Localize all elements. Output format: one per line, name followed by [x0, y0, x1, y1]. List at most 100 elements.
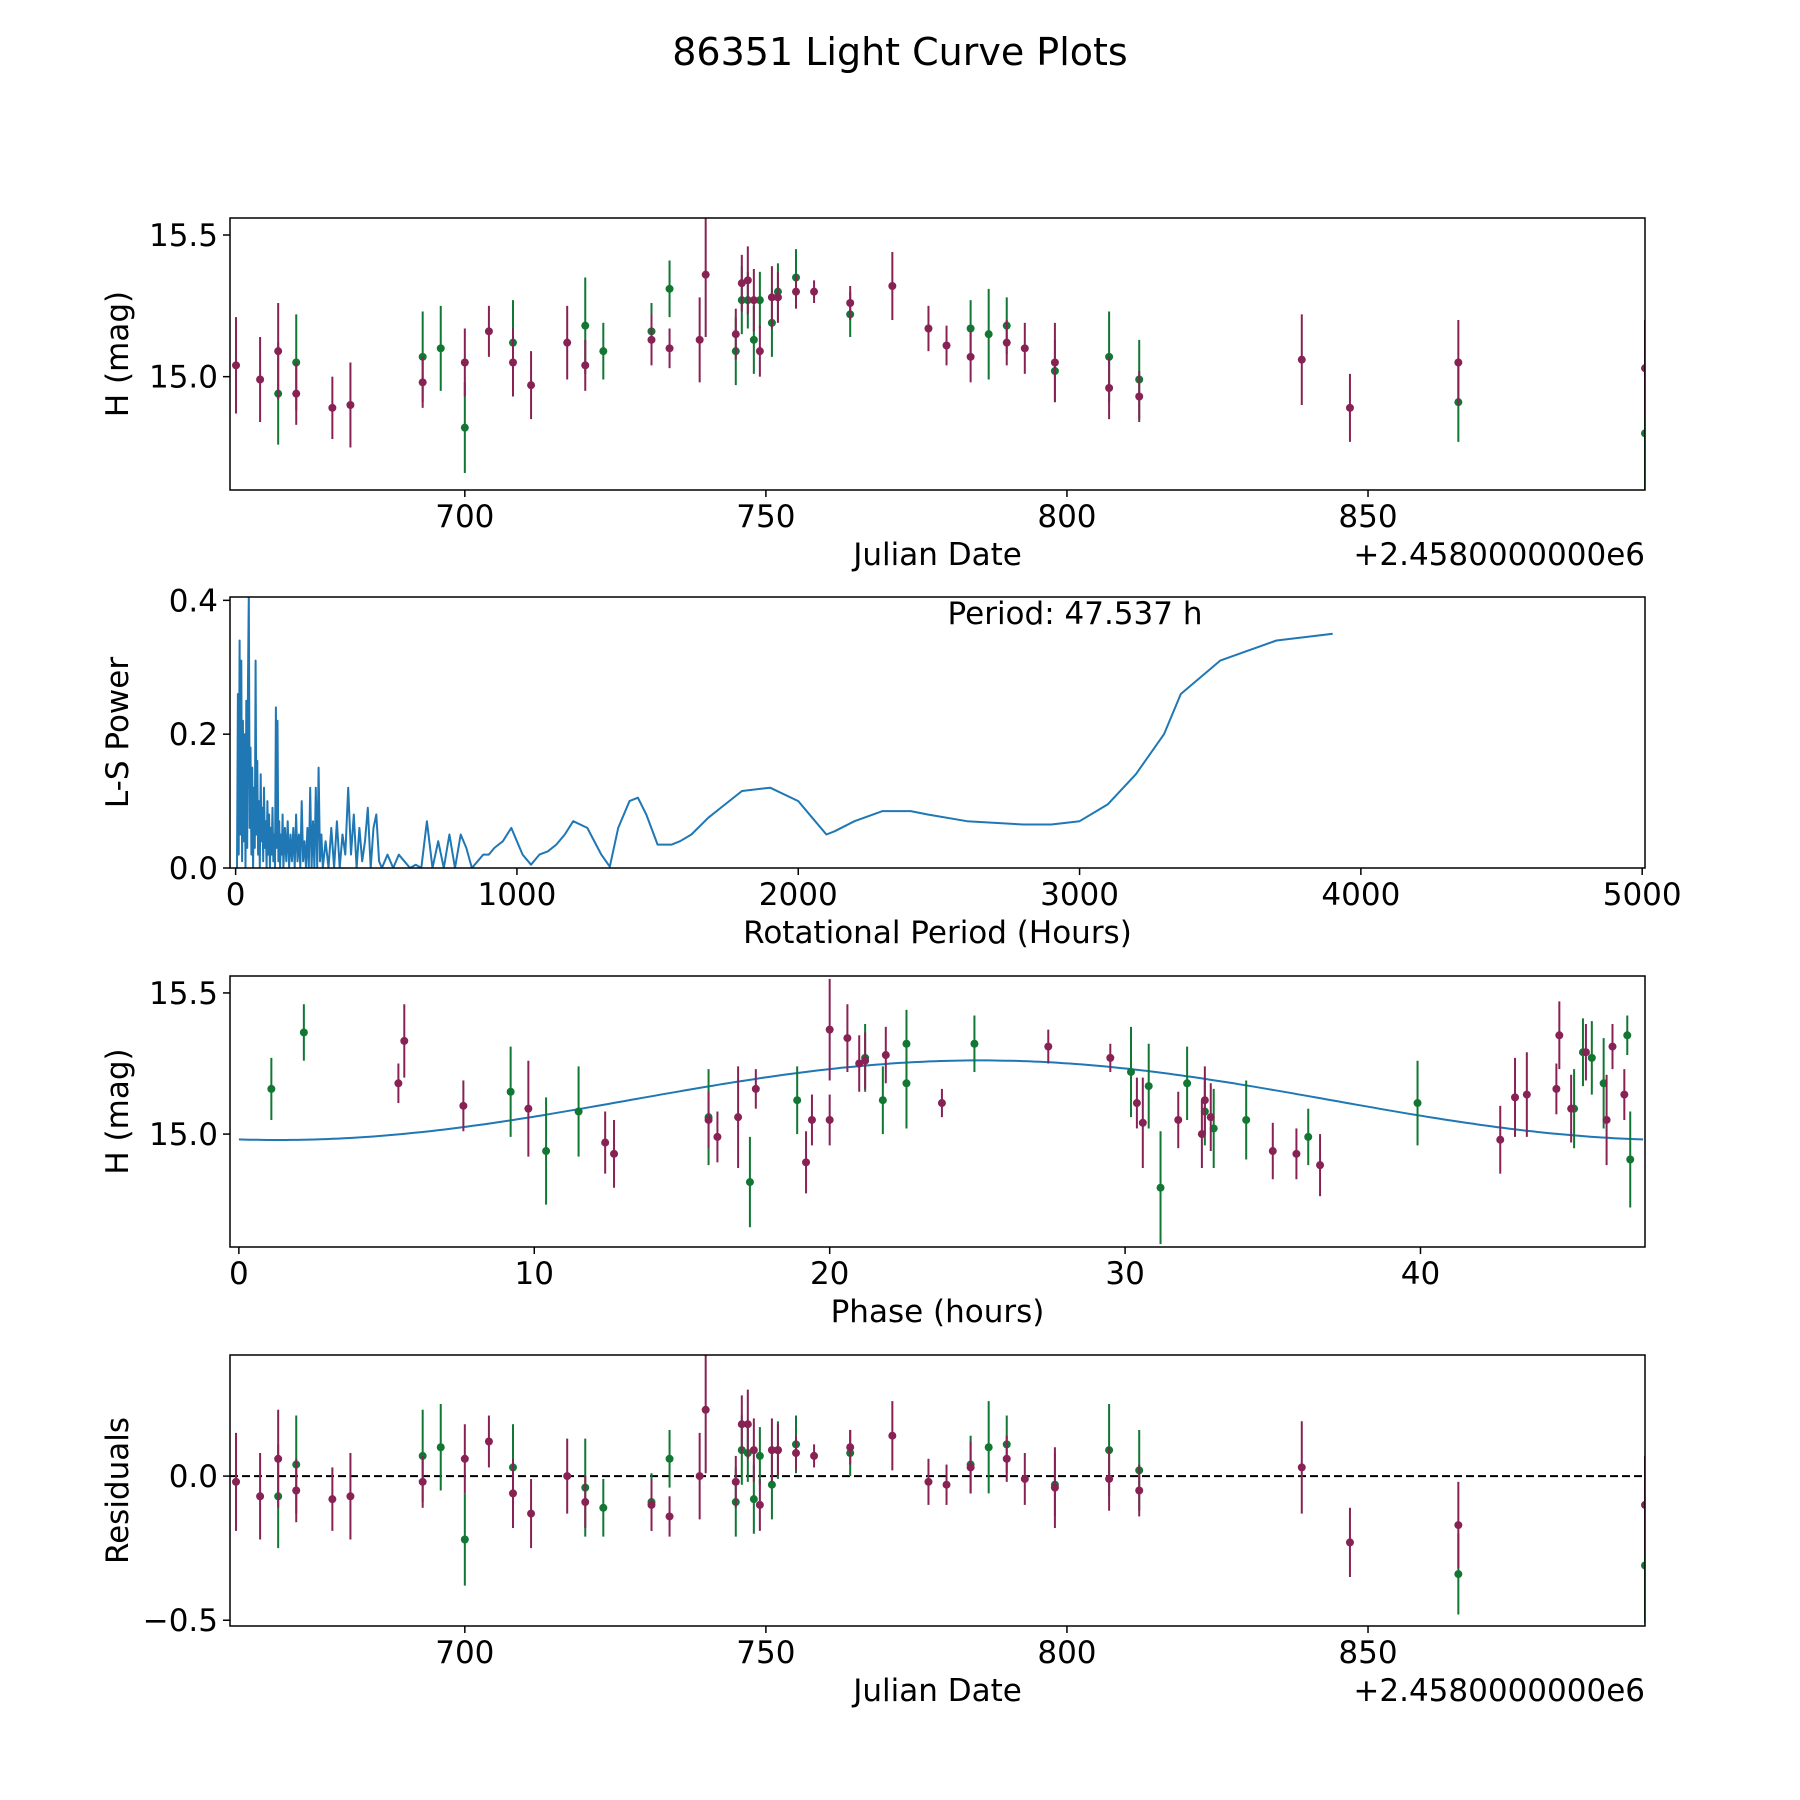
g-point — [902, 1039, 911, 1048]
r-point — [418, 1477, 427, 1486]
r-point — [1316, 1161, 1325, 1170]
r-point — [695, 335, 704, 344]
g-point — [1454, 1570, 1463, 1579]
r-point — [846, 299, 855, 307]
x-tick-label: 750 — [736, 499, 795, 535]
x-axis-label: Julian Date — [851, 537, 1022, 573]
r-point — [232, 361, 241, 370]
r-point — [802, 1158, 811, 1167]
r-point — [418, 378, 427, 387]
r-point — [1496, 1135, 1505, 1144]
g-point — [542, 1147, 551, 1156]
r-point — [737, 279, 746, 288]
y-tick-label: −0.5 — [143, 1603, 218, 1639]
r-point — [1050, 358, 1059, 367]
r-point — [1174, 1115, 1183, 1124]
x-tick-label: 30 — [1105, 1256, 1144, 1292]
axes-frame — [229, 1354, 1646, 1627]
r-point — [1567, 1104, 1576, 1113]
r-point — [1454, 358, 1463, 367]
r-point — [232, 1477, 241, 1486]
r-point — [792, 287, 800, 296]
r-point — [1581, 1048, 1590, 1057]
r-point — [459, 1101, 468, 1110]
r-point — [1135, 1486, 1144, 1495]
r-point — [328, 1495, 337, 1504]
r-point — [346, 401, 355, 409]
plot-area — [232, 218, 1645, 490]
y-tick-label: 0.0 — [169, 851, 218, 887]
axes-frame — [229, 596, 1646, 869]
y-tick-label: 0.0 — [169, 1459, 218, 1495]
r-point — [743, 276, 752, 285]
r-point — [665, 1512, 674, 1521]
g-point — [506, 1087, 515, 1096]
g-point — [755, 1451, 764, 1460]
period-annotation: Period: 47.537 h — [948, 596, 1203, 632]
r-point — [767, 1446, 776, 1455]
g-point — [902, 1079, 911, 1088]
r-point — [1132, 1099, 1141, 1108]
g-point — [599, 1503, 608, 1512]
r-point — [563, 338, 572, 347]
x-tick-label: 5000 — [1603, 877, 1682, 913]
r-point — [563, 1472, 572, 1481]
r-point — [731, 1477, 740, 1486]
r-point — [825, 1025, 834, 1034]
g-point — [1623, 1031, 1632, 1040]
y-tick-label: 15.0 — [149, 360, 218, 396]
g-point — [436, 1443, 445, 1452]
x-tick-label: 850 — [1338, 1635, 1397, 1671]
r-point — [843, 1034, 852, 1043]
x-tick-label: 10 — [515, 1256, 554, 1292]
g-point — [1242, 1115, 1251, 1124]
r-point — [256, 1492, 265, 1501]
g-point — [749, 335, 758, 344]
r-point — [749, 296, 758, 305]
g-point — [878, 1096, 887, 1105]
g-point — [460, 423, 469, 432]
r-point — [773, 1446, 782, 1455]
g-point — [299, 1028, 308, 1037]
r-point — [1297, 1463, 1306, 1472]
r-point — [1345, 403, 1354, 412]
r-point — [1292, 1149, 1301, 1158]
r-point — [509, 358, 517, 367]
r-point — [1002, 338, 1011, 347]
r-point — [484, 1437, 493, 1446]
plot-area — [236, 597, 1333, 868]
r-point — [1002, 1454, 1011, 1463]
g-point — [1144, 1082, 1153, 1091]
plot-area — [230, 1355, 1645, 1624]
r-point — [1454, 1521, 1463, 1530]
g-point — [665, 1454, 674, 1463]
r-point — [1200, 1096, 1209, 1105]
x-offset-text: +2.4580000000e6 — [1353, 537, 1645, 573]
r-point — [1620, 1090, 1629, 1099]
r-point — [610, 1149, 619, 1158]
g-point — [1626, 1155, 1635, 1164]
r-point — [966, 352, 975, 361]
r-point — [704, 1115, 713, 1124]
r-point — [731, 330, 740, 339]
x-tick-label: 0 — [226, 877, 246, 913]
r-point — [460, 358, 469, 367]
g-point — [793, 1096, 802, 1105]
g-point — [599, 347, 608, 356]
g-point — [460, 1535, 469, 1544]
g-point — [436, 344, 445, 353]
sinusoid-fit-curve — [238, 1059, 1644, 1141]
r-point — [484, 327, 493, 336]
r-point — [1602, 1115, 1611, 1124]
r-point — [792, 1449, 800, 1458]
x-tick-label: 2000 — [759, 877, 838, 913]
r-point — [1020, 1474, 1029, 1483]
r-point — [743, 1420, 752, 1429]
figure-title: 86351 Light Curve Plots — [672, 30, 1127, 74]
y-axis-label: L-S Power — [100, 657, 136, 808]
r-point — [942, 341, 951, 350]
r-point — [825, 1115, 834, 1124]
g-point — [1641, 429, 1645, 438]
g-point — [755, 296, 764, 305]
r-point — [509, 1489, 517, 1498]
